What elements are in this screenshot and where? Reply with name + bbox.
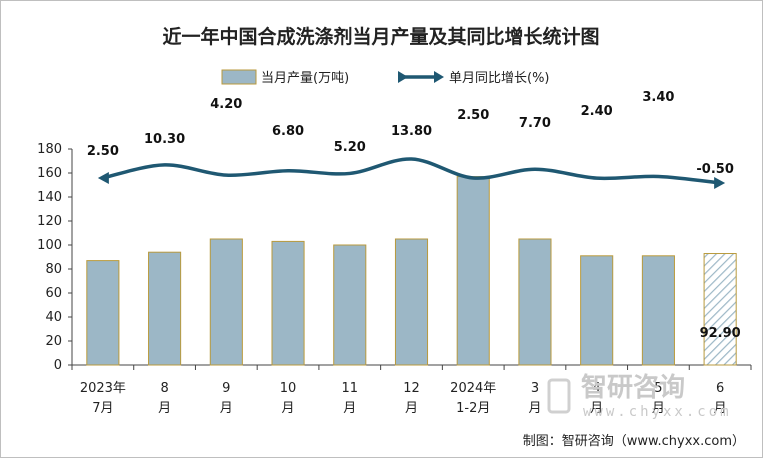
bar-series: 92.90 [86,176,741,366]
y-tick-label: 0 [54,358,62,373]
watermark-logo-icon [547,378,571,414]
x-tick-label: 6 [716,381,724,396]
growth-value-label: 3.40 [642,90,674,105]
legend: 当月产量(万吨) 单月同比增长(%) [221,69,550,86]
line-series [97,157,726,189]
y-tick-label: 160 [37,166,62,181]
x-tick-label: 月 [528,401,541,416]
y-tick-label: 40 [45,310,62,325]
x-tick-label: 月 [158,401,171,416]
growth-value-label: 6.80 [272,124,304,139]
x-tick-label: 月 [652,401,665,416]
growth-value-label: 2.50 [457,108,489,123]
watermark-site: www.chyxx.com [583,404,732,420]
bar [394,238,429,366]
growth-line [102,157,721,185]
legend-swatch-bar [221,69,257,85]
bar [271,240,305,366]
bar [148,251,182,366]
x-tick-label: 7月 [92,401,113,416]
bar [456,176,490,366]
bar [518,238,552,366]
growth-value-label: -0.50 [696,162,733,177]
bar [703,253,737,366]
x-tick-label: 5 [654,381,662,396]
x-tick-label: 1-2月 [456,401,490,416]
x-tick-label: 9 [222,381,230,396]
y-tick-label: 60 [45,286,62,301]
line-end-marker [714,177,726,189]
bar [333,244,367,366]
x-tick-label: 10 [280,381,297,396]
x-tick-label: 12 [403,381,420,396]
x-tick-label: 11 [341,381,358,396]
x-tick-label: 月 [282,401,295,416]
x-tick-label: 8 [160,381,168,396]
x-tick-label: 月 [220,401,233,416]
x-tick-label: 月 [343,401,356,416]
bar-value-label: 92.90 [700,326,741,341]
legend-label-line: 单月同比增长(%) [449,71,550,86]
growth-value-label: 10.30 [144,132,185,147]
bar [641,255,675,366]
x-tick-label: 月 [714,401,727,416]
line-labels: 2.50 10.30 4.20 6.80 5.20 13.80 2.50 7.70 2.40 3.… [87,90,734,177]
legend-label-bar: 当月产量(万吨) [261,71,349,86]
growth-value-label: 2.50 [87,144,119,159]
y-tick-label: 120 [37,214,62,229]
y-tick-label: 140 [37,190,62,205]
y-tick-label: 100 [37,238,62,253]
x-tick-label: 2024年 [450,381,496,396]
growth-value-label: 4.20 [210,97,242,112]
x-tick-label: 2023年 [80,381,126,396]
growth-value-label: 13.80 [391,124,432,139]
watermark: 智研咨询 www.chyxx.com [547,372,732,420]
y-tick-label: 80 [45,262,62,277]
x-tick-labels: 2023年 7月 8 月 9 月 10 月 11 月 12 月 2024年 1-2月 3 月 4 月 5 月 6 月 [80,381,727,416]
watermark-brand: 智研咨询 [581,372,685,403]
y-tick-label: 20 [45,334,62,349]
growth-value-label: 5.20 [334,140,366,155]
legend-line-marker-end [434,71,444,83]
axes: 0 20 40 60 80 100 120 140 160 180 [37,142,752,373]
growth-value-label: 2.40 [581,104,613,119]
chart-title: 近一年中国合成洗涤剂当月产量及其同比增长统计图 [162,25,599,48]
bar [86,260,120,366]
x-tick-label: 月 [590,401,603,416]
growth-value-label: 7.70 [519,116,551,131]
x-tick-label: 4 [593,381,601,396]
legend-line-marker [398,71,408,83]
bar [209,238,243,366]
x-tick-label: 月 [405,401,418,416]
line-start-marker [97,171,109,184]
y-tick-label: 180 [37,142,62,157]
source-note: 制图：智研咨询（www.chyxx.com） [523,434,745,449]
x-tick-label: 3 [531,381,539,396]
bar [580,255,614,366]
